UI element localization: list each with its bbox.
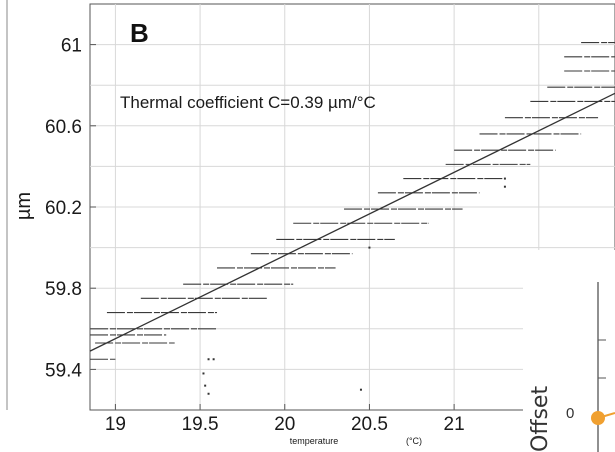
y-tick-label: 60.6	[45, 117, 82, 138]
x-tick-label: 20.5	[351, 414, 388, 435]
y-tick-label: 59.4	[45, 360, 82, 381]
x-tick-label: 19.5	[182, 414, 219, 435]
inset-panel: Offset 0	[523, 250, 615, 452]
x-tick-label: 21	[444, 414, 465, 435]
data-point	[207, 392, 210, 395]
y-tick-label: 59.8	[45, 279, 82, 300]
data-point	[503, 185, 506, 188]
inset-data-line	[597, 412, 615, 419]
data-segments	[90, 42, 615, 360]
annotation-thermal-coefficient: Thermal coefficient C=0.39 µm/°C	[120, 93, 376, 112]
data-point	[503, 177, 506, 180]
x-axis-label: temperature	[290, 436, 339, 446]
y-axis-ticks: 59.4 59.8 60.2 60.6 61	[45, 36, 96, 381]
y-tick-label: 60.2	[45, 198, 82, 219]
fit-line	[89, 92, 615, 352]
data-point	[207, 358, 210, 361]
data-point	[212, 358, 215, 361]
data-point	[202, 372, 205, 375]
data-point	[359, 388, 362, 391]
inset-zero-tick-label: 0	[566, 405, 574, 422]
data-point	[368, 246, 371, 249]
panel-label: B	[130, 18, 149, 48]
data-points	[202, 177, 506, 395]
y-axis-label: µm	[13, 192, 35, 220]
x-tick-label: 20	[274, 414, 295, 435]
x-axis-unit: (°C)	[406, 436, 422, 446]
y-tick-label: 61	[61, 36, 82, 57]
x-tick-label: 19	[105, 414, 126, 435]
inset-offset-label: Offset	[528, 386, 553, 452]
data-point	[204, 384, 207, 387]
